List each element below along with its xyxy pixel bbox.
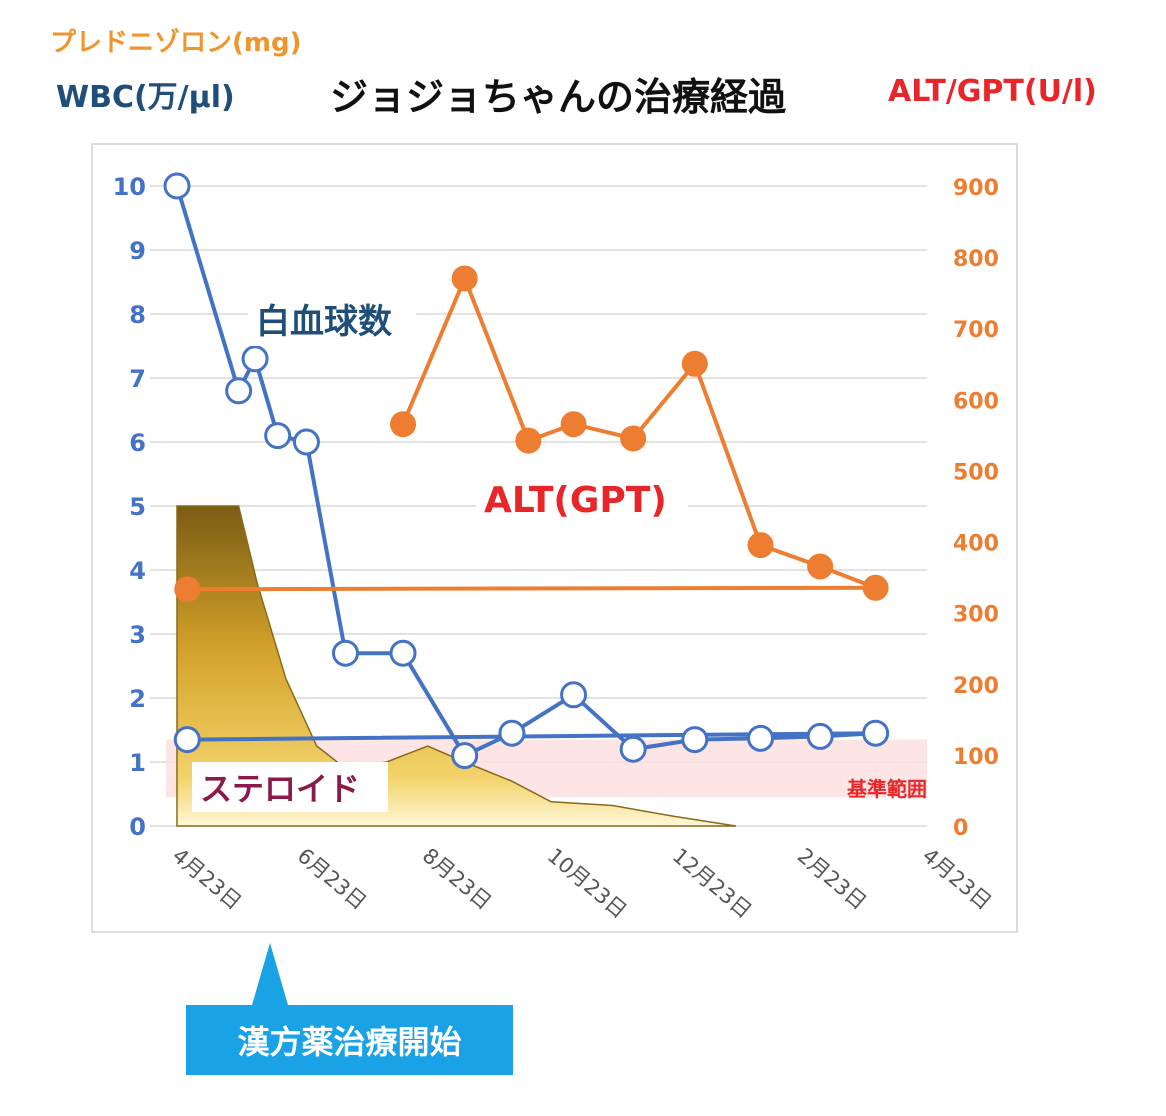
alt-point: [620, 425, 647, 452]
alt-series-label: ALT(GPT): [484, 480, 667, 521]
y-left-tick-label: 7: [129, 365, 146, 393]
wbc-point: [747, 724, 775, 752]
y-left-tick-label: 3: [129, 621, 146, 649]
alt-point: [515, 427, 542, 454]
y-right-tick-label: 700: [953, 318, 999, 343]
prednisolone-axis-label: プレドニゾロン(mg): [50, 28, 302, 58]
y-left-tick-label: 8: [129, 301, 146, 329]
alt-point: [747, 532, 774, 559]
y-right-tick-label: 100: [953, 745, 999, 770]
wbc-series-label: 白血球数: [256, 302, 392, 342]
y-left-tick-label: 5: [129, 493, 146, 521]
alt-point: [681, 350, 708, 377]
wbc-point: [389, 639, 417, 667]
y-left-tick-label: 10: [113, 173, 146, 201]
alt-axis-label: ALT/GPT(U/l): [888, 74, 1097, 109]
y-left-tick-label: 0: [129, 813, 146, 841]
alt-point: [390, 411, 417, 438]
y-left-tick-label: 2: [129, 685, 146, 713]
y-left-tick-label: 6: [129, 429, 146, 457]
wbc-point: [264, 422, 292, 450]
steroid-series-label: ステロイド: [200, 770, 360, 808]
y-right-tick-label: 900: [953, 176, 999, 201]
wbc-line: [175, 185, 878, 758]
callout-arrow: [252, 943, 288, 1005]
y-right-tick-label: 500: [953, 460, 999, 485]
y-right-tick-label: 0: [953, 816, 968, 841]
alt-point: [807, 553, 834, 580]
series-labels: 白血球数 ALT(GPT) ステロイド: [192, 296, 688, 812]
y-left-tick-label: 9: [129, 237, 146, 265]
wbc-point: [163, 172, 191, 200]
y-right-tick-label: 400: [953, 532, 999, 557]
wbc-point: [681, 726, 709, 754]
wbc-point: [806, 722, 834, 750]
reference-band-label: 基準範囲: [847, 777, 927, 801]
steroid-label-bg: [192, 762, 388, 812]
wbc-point: [241, 345, 269, 373]
wbc-point: [619, 735, 647, 763]
kampo-start-callout: 漢方薬治療開始: [186, 1005, 513, 1075]
alt-line: [187, 276, 878, 592]
alt-point: [451, 265, 478, 292]
alt-point: [174, 576, 201, 603]
wbc-point: [862, 719, 890, 747]
y-right-tick-label: 800: [953, 247, 999, 272]
wbc-series: [163, 172, 890, 770]
wbc-point: [560, 681, 588, 709]
y-right-tick-label: 600: [953, 389, 999, 414]
y-left-tick-label: 4: [129, 557, 146, 585]
alt-label-bg: [476, 472, 688, 526]
wbc-point: [292, 428, 320, 456]
y-right-tick-label: 300: [953, 603, 999, 628]
wbc-point: [331, 639, 359, 667]
alt-point: [560, 411, 587, 438]
wbc-point: [173, 726, 201, 754]
y-right-tick-label: 200: [953, 674, 999, 699]
wbc-label-bg: [248, 296, 416, 346]
y-left-tick-label: 1: [129, 749, 146, 777]
chart-title: ジョジョちゃんの治療経過: [330, 75, 787, 119]
alt-series: [174, 265, 889, 603]
wbc-point: [451, 742, 479, 770]
wbc-point: [225, 377, 253, 405]
wbc-axis-label: WBC(万/μl): [56, 80, 235, 115]
wbc-point: [498, 719, 526, 747]
alt-point: [862, 574, 889, 601]
